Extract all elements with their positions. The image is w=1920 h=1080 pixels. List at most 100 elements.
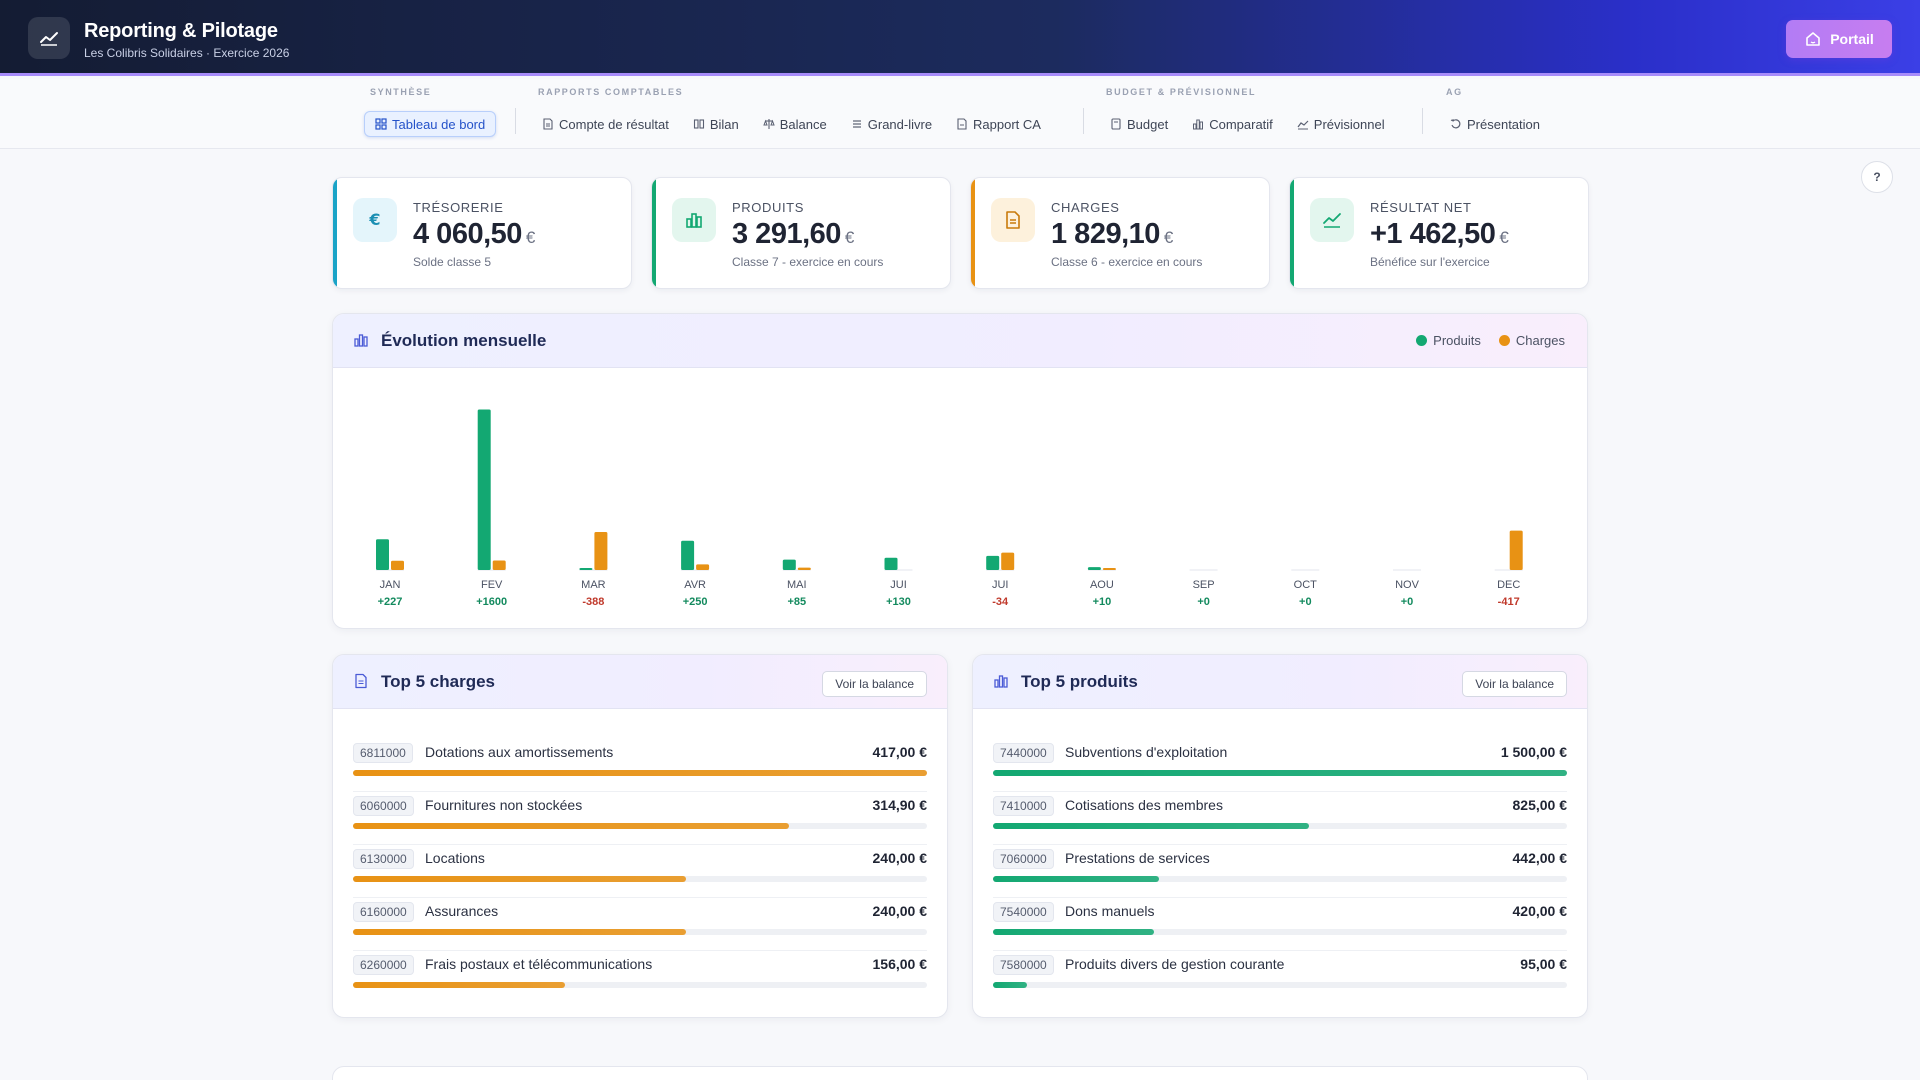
account-code: 7410000 (993, 796, 1054, 816)
tab-label: Comparatif (1209, 116, 1273, 132)
bar-charges-3[interactable] (696, 564, 710, 570)
list-item[interactable]: 6160000 Assurances 240,00 € (353, 898, 927, 951)
calculator-icon (1111, 118, 1121, 130)
month-label: SEP (1193, 579, 1215, 591)
list-item[interactable]: 7540000 Dons manuels 420,00 € (993, 898, 1567, 951)
month-diff-label: +250 (683, 596, 708, 608)
grid-icon (375, 118, 387, 130)
account-code: 6260000 (353, 955, 414, 975)
svg-text:€: € (368, 210, 380, 229)
month-label: MAR (581, 579, 606, 591)
produit-bar-fill (993, 982, 1028, 988)
app-header: Reporting & Pilotage Les Colibris Solida… (0, 0, 1920, 76)
bar-produits-2[interactable] (579, 568, 593, 570)
tab-previsionnel[interactable]: Prévisionnel (1287, 111, 1395, 137)
bar-charges-0[interactable] (391, 560, 404, 570)
trend-icon (28, 17, 70, 59)
kpi-subtitle: Solde classe 5 (413, 255, 492, 269)
list-item[interactable]: 7440000 Subventions d'exploitation 1 500,0… (993, 739, 1567, 792)
view-balance-button[interactable]: Voir la balance (1462, 671, 1567, 697)
account-code: 7440000 (993, 743, 1054, 763)
app-subtitle: Les Colibris Solidaires · Exercice 2026 (84, 46, 290, 60)
bar-charges-7[interactable] (1102, 568, 1116, 570)
tab-budget[interactable]: Budget (1100, 111, 1178, 137)
kpi-tresorerie: € TRÉSORERIE 4 060,50 € Solde classe 5 (332, 177, 632, 289)
list-item[interactable]: 6130000 Locations 240,00 € (353, 845, 927, 898)
list-item[interactable]: 6811000 Dotations aux amortissements 417,0… (353, 739, 927, 792)
tab-bilan[interactable]: Bilan (683, 111, 749, 137)
tab-label: Tableau de bord (392, 116, 486, 132)
tab-label: Présentation (1467, 116, 1540, 132)
account-amount: 314,90 € (872, 797, 928, 813)
produit-bar-track (993, 770, 1567, 776)
list-item[interactable]: 7580000 Produits divers de gestion couran… (993, 951, 1567, 1004)
bar-charges-11[interactable] (1509, 530, 1523, 570)
produit-bar-fill (993, 770, 1567, 776)
tab-presentation[interactable]: Présentation (1440, 111, 1550, 137)
charge-bar-track (353, 770, 927, 776)
produit-bar-track (993, 876, 1567, 882)
chart-legend: Produits Charges (1416, 333, 1565, 348)
month-diff-label: +85 (787, 596, 806, 608)
kpi-label: CHARGES (1051, 200, 1120, 215)
tab-tableau-de-bord[interactable]: Tableau de bord (364, 111, 497, 137)
kpi-produits: PRODUITS 3 291,60 € Classe 7 - exercice e… (651, 177, 951, 289)
bar-charges-2[interactable] (594, 531, 608, 570)
account-label: Fournitures non stockées (425, 797, 583, 813)
monthly-bar-chart: JAN +227 FEV +1600 MAR -388 AVR +250 MAI +85 JUI +1… (333, 368, 1587, 628)
bar-produits-6[interactable] (986, 555, 1000, 570)
tab-rapport-ca[interactable]: Rapport CA (946, 111, 1051, 137)
list-item[interactable]: 7410000 Cotisations des membres 825,00 € (993, 792, 1567, 845)
charge-bar-track (353, 876, 927, 882)
tab-grand-livre[interactable]: Grand-livre (841, 111, 942, 137)
bar-produits-3[interactable] (681, 540, 695, 570)
account-code: 6811000 (353, 743, 413, 763)
trend-icon (1297, 120, 1309, 130)
account-code: 6060000 (353, 796, 414, 816)
produit-bar-fill (993, 876, 1160, 882)
portal-button[interactable]: Portail (1786, 20, 1892, 58)
portal-label: Portail (1830, 31, 1874, 47)
tab-label: Bilan (709, 116, 739, 132)
bar-produits-0[interactable] (376, 539, 389, 570)
bar-charges-4[interactable] (797, 567, 811, 570)
month-diff-label: +10 (1093, 596, 1112, 608)
tab-comparatif[interactable]: Comparatif (1182, 111, 1283, 137)
tab-compte-de-resultat[interactable]: Compte de résultat (532, 111, 679, 137)
kpi-label: TRÉSORERIE (413, 200, 504, 215)
account-label: Cotisations des membres (1065, 797, 1223, 813)
bar-chart-icon (994, 675, 1008, 688)
bar-produits-4[interactable] (782, 559, 796, 570)
month-label: JUI (992, 579, 1009, 591)
month-diff-label: +0 (1299, 596, 1312, 608)
account-amount: 420,00 € (1512, 903, 1568, 919)
account-amount: 825,00 € (1512, 797, 1568, 813)
main-nav: SYNTHÈSE Tableau de bord RAPPORTS COMPTA… (0, 79, 1920, 149)
bar-produits-5[interactable] (884, 557, 898, 570)
legend-item-produits: Produits (1416, 333, 1481, 348)
month-label: FEV (481, 579, 503, 591)
month-diff-label: -388 (582, 596, 604, 608)
account-label: Frais postaux et télécommunications (425, 956, 653, 972)
trend-icon (1310, 198, 1354, 242)
view-balance-button[interactable]: Voir la balance (822, 671, 927, 697)
bar-produits-7[interactable] (1087, 567, 1101, 570)
list-item[interactable]: 7060000 Prestations de services 442,00 € (993, 845, 1567, 898)
help-button[interactable]: ? (1861, 161, 1893, 193)
top-charges-panel: Top 5 charges Voir la balance 6811000 Dot… (332, 654, 948, 1018)
account-label: Dotations aux amortissements (425, 744, 614, 760)
bar-charges-1[interactable] (492, 560, 506, 570)
list-item[interactable]: 6260000 Frais postaux et télécommunicatio… (353, 951, 927, 1004)
account-code: 7540000 (993, 902, 1054, 922)
account-amount: 156,00 € (872, 956, 928, 972)
document-icon (543, 118, 553, 130)
bar-produits-1[interactable] (477, 409, 491, 570)
bar-charges-6[interactable] (1001, 552, 1015, 570)
kpi-value: 3 291,60 € (732, 218, 854, 250)
charge-bar-fill (353, 982, 566, 988)
scale-icon (763, 119, 775, 129)
account-amount: 95,00 € (1520, 956, 1567, 972)
list-item[interactable]: 6060000 Fournitures non stockées 314,90 € (353, 792, 927, 845)
month-label: DEC (1497, 579, 1520, 591)
tab-balance[interactable]: Balance (753, 111, 837, 137)
